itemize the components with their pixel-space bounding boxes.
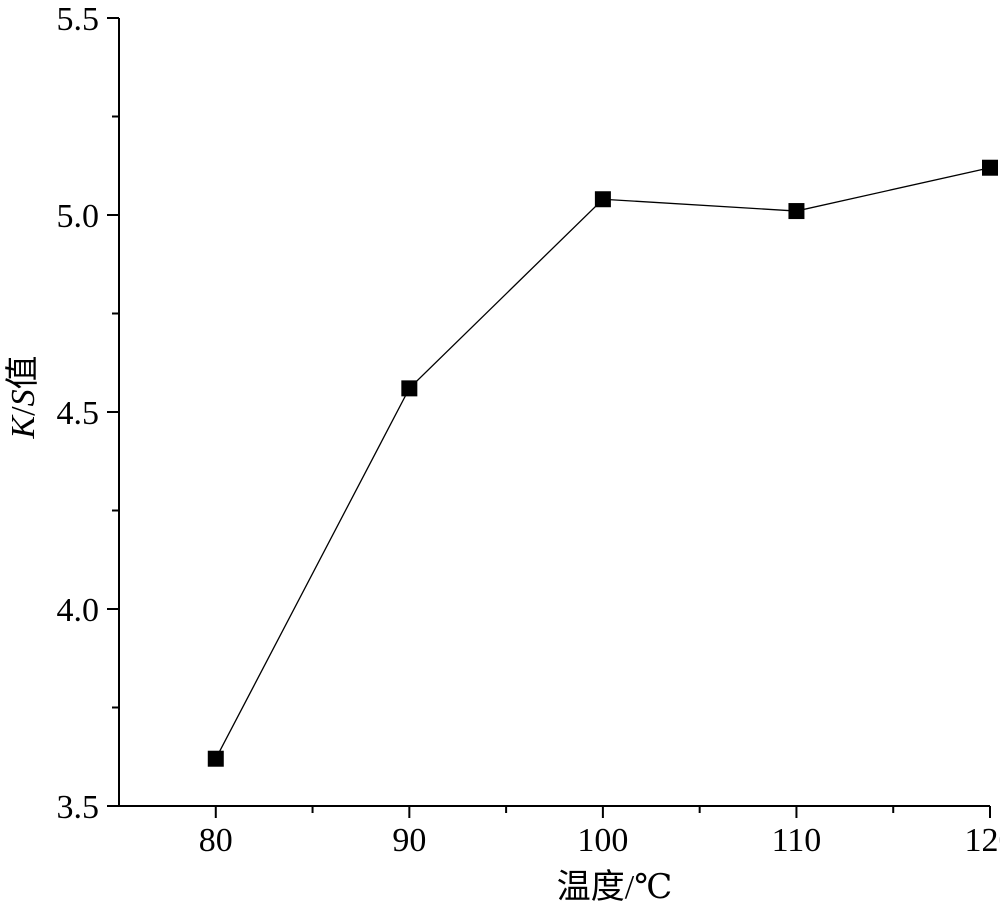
- y-axis-title-k: K: [5, 414, 42, 440]
- data-point-marker: [207, 750, 224, 767]
- x-tick-label: 100: [577, 822, 628, 859]
- series: [207, 159, 998, 767]
- x-tick-label: 80: [199, 822, 233, 859]
- data-point-marker: [401, 380, 418, 397]
- x-axis-title: 温度/℃: [557, 868, 672, 906]
- y-axis-title-suffix: 值: [4, 355, 42, 389]
- y-axis-title-s: S: [5, 389, 42, 406]
- ticks: 80 90 100 110 120 3.5 4.0 4.5 5.0 5.5: [57, 1, 1000, 859]
- series-line: [215, 167, 991, 760]
- x-tick-label: 120: [965, 822, 1000, 859]
- data-point-marker: [788, 203, 805, 220]
- y-tick-label: 4.0: [57, 592, 100, 629]
- data-point-marker: [982, 159, 998, 176]
- y-axis-title-slash: /: [5, 406, 42, 416]
- data-point-marker: [594, 191, 611, 208]
- y-tick-label: 3.5: [57, 789, 100, 826]
- axes: [118, 18, 990, 807]
- x-tick-label: 110: [772, 822, 822, 859]
- y-tick-label: 5.0: [57, 198, 100, 235]
- y-tick-label: 4.5: [57, 395, 100, 432]
- x-tick-label: 90: [392, 822, 426, 859]
- y-axis-title: K/S值: [4, 355, 42, 439]
- y-tick-label: 5.5: [57, 1, 100, 38]
